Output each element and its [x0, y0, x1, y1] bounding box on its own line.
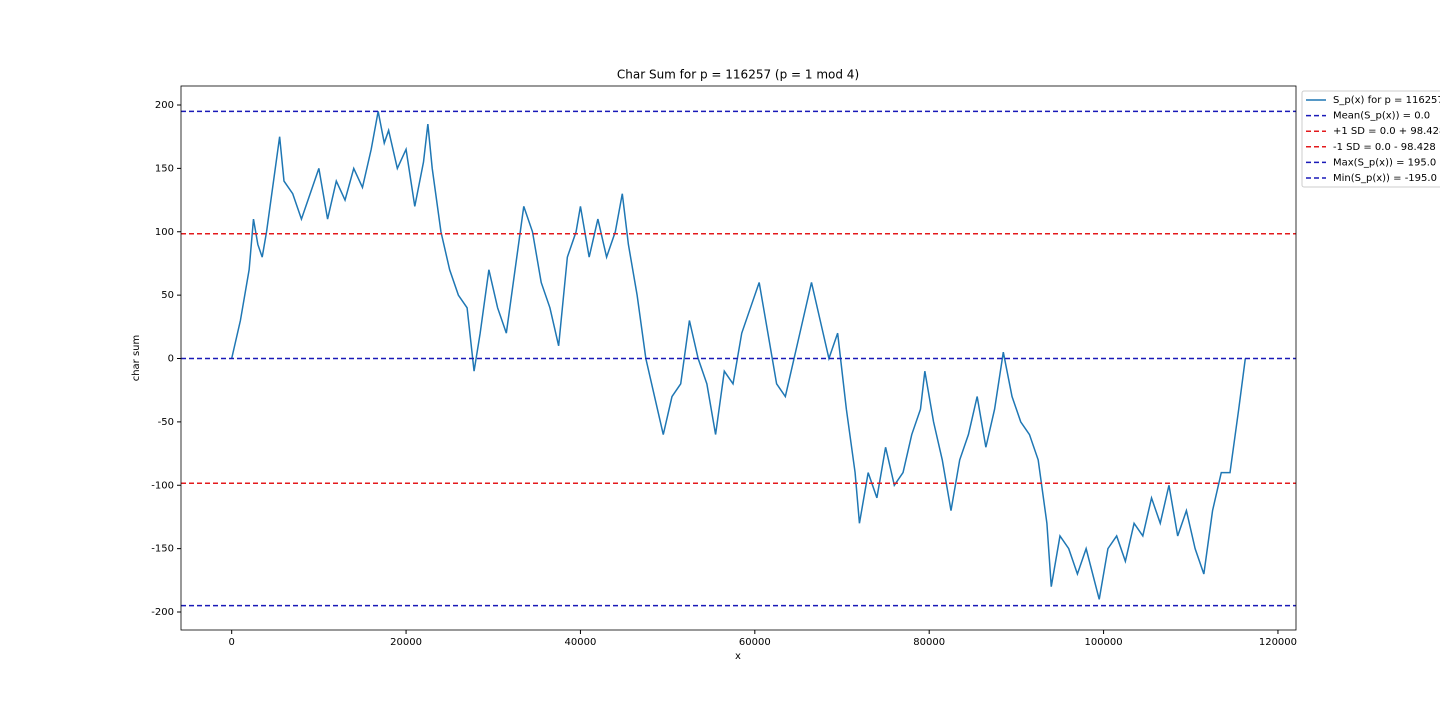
legend-label: S_p(x) for p = 116257: [1333, 95, 1440, 106]
y-tick-label: 50: [161, 290, 174, 301]
legend-label: Min(S_p(x)) = -195.0: [1333, 173, 1437, 184]
plot-frame: [180, 85, 1297, 631]
legend-label: Max(S_p(x)) = 195.0: [1333, 157, 1436, 168]
y-tick-label: 0: [168, 354, 174, 365]
x-tick-label: 80000: [913, 637, 945, 648]
y-tick-label: -100: [151, 480, 174, 491]
x-tick-label: 0: [228, 637, 234, 648]
legend-label: Mean(S_p(x)) = 0.0: [1333, 111, 1430, 122]
y-tick-label: -200: [151, 607, 174, 618]
y-axis-label: char sum: [131, 335, 142, 382]
x-tick-label: 20000: [390, 637, 422, 648]
y-tick-label: 150: [155, 163, 174, 174]
legend-box: [1301, 90, 1440, 188]
chart-title: Char Sum for p = 116257 (p = 1 mod 4): [617, 68, 859, 82]
y-tick-label: 200: [155, 100, 174, 111]
data-line: [230, 111, 1247, 600]
legend-label: -1 SD = 0.0 - 98.428: [1333, 142, 1436, 153]
x-axis-label: x: [735, 651, 741, 662]
x-tick-label: 40000: [565, 637, 597, 648]
x-tick-label: 60000: [739, 637, 771, 648]
x-tick-label: 120000: [1259, 637, 1297, 648]
legend-label: +1 SD = 0.0 + 98.428: [1333, 126, 1440, 137]
y-tick-label: -150: [151, 544, 174, 555]
x-tick-label: 100000: [1084, 637, 1122, 648]
y-tick-label: -50: [158, 417, 174, 428]
y-tick-label: 100: [155, 227, 174, 238]
